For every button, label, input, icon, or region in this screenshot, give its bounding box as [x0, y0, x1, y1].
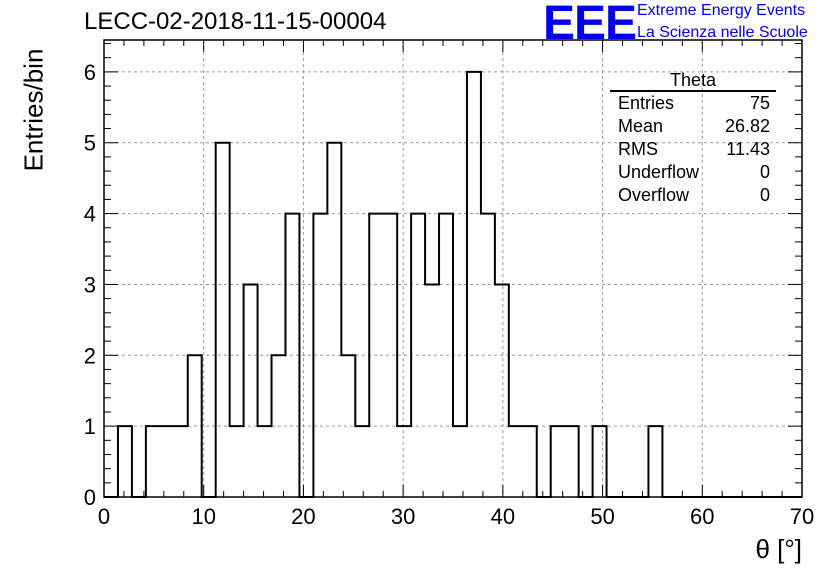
x-tick-label: 20 — [291, 504, 315, 529]
stats-value: 26.82 — [724, 116, 770, 136]
x-tick-label: 40 — [491, 504, 515, 529]
histogram-bin — [425, 284, 439, 497]
stats-label: Overflow — [618, 185, 690, 205]
tick-label-layer: 0 10 20 30 40 50 60 70 0 1 2 3 4 5 6 — [84, 60, 814, 529]
histogram-bin — [397, 426, 411, 497]
histogram-bin — [230, 426, 244, 497]
stats-row-entries: Entries 75 — [610, 92, 776, 115]
histogram-bin — [411, 214, 425, 497]
histogram-bin — [313, 214, 327, 497]
histogram-bin — [118, 426, 132, 497]
y-tick-label: 0 — [84, 485, 96, 510]
stats-value: 11.43 — [726, 139, 770, 159]
histogram-bin — [216, 143, 230, 497]
histogram-bin — [160, 426, 174, 497]
stats-row-rms: RMS 11.43 — [610, 138, 776, 161]
x-tick-label: 70 — [790, 504, 814, 529]
histogram-bin — [467, 72, 481, 497]
x-tick-label: 50 — [590, 504, 614, 529]
y-tick-label: 3 — [84, 272, 96, 297]
histogram-bin — [495, 284, 509, 497]
y-tick-label: 5 — [84, 131, 96, 156]
histogram-bin — [341, 355, 355, 497]
histogram-bin — [383, 214, 397, 497]
histogram-title: LECC-02-2018-11-15-00004 — [84, 8, 387, 35]
y-tick-label: 6 — [84, 60, 96, 85]
logo-text-line2: La Scienza nelle Scuole — [637, 24, 808, 41]
x-axis-label: θ [°] — [755, 534, 802, 564]
histogram-bin — [551, 426, 565, 497]
histogram-bin — [509, 426, 523, 497]
stats-row-mean: Mean 26.82 — [610, 115, 776, 138]
histogram-bin — [146, 426, 160, 497]
axis-layer — [103, 39, 803, 498]
stats-label: Mean — [618, 116, 664, 136]
stats-label: Underflow — [618, 162, 700, 182]
histogram-bin — [258, 426, 272, 497]
histogram-bin — [188, 355, 202, 497]
x-tick-label: 60 — [690, 504, 714, 529]
stats-title: Theta — [610, 70, 776, 92]
histogram-bin — [439, 214, 453, 497]
x-tick-label: 0 — [98, 504, 110, 529]
y-tick-label: 2 — [84, 343, 96, 368]
histogram-bin — [174, 426, 188, 497]
stats-value: 0 — [759, 162, 770, 182]
eee-logo: EEE — [543, 0, 637, 50]
histogram-bin — [453, 426, 467, 497]
histogram-bin — [272, 355, 286, 497]
histogram-bin — [481, 214, 495, 497]
x-tick-label: 10 — [191, 504, 215, 529]
stats-label: Entries — [618, 93, 675, 113]
stats-row-underflow: Underflow 0 — [610, 161, 776, 184]
histogram-bin — [648, 426, 662, 497]
logo-text-line1: Extreme Energy Events — [637, 2, 806, 19]
stats-box: Theta Entries 75 Mean 26.82 RMS 11.43 Un… — [610, 70, 776, 207]
plot-frame — [103, 39, 803, 498]
histogram-bin — [244, 284, 258, 497]
stats-label: RMS — [618, 139, 658, 159]
y-tick-label: 1 — [84, 414, 96, 439]
x-tick-label: 30 — [391, 504, 415, 529]
stats-value: 75 — [749, 93, 770, 113]
histogram-bin — [327, 143, 341, 497]
histogram-bin — [523, 426, 537, 497]
histogram-bin — [565, 426, 579, 497]
y-tick-label: 4 — [84, 202, 96, 227]
stats-row-overflow: Overflow 0 — [610, 184, 776, 207]
histogram-bin — [593, 426, 607, 497]
histogram-bin — [285, 214, 299, 497]
stats-value: 0 — [759, 185, 770, 205]
histogram-bin — [355, 426, 369, 497]
histogram-bin — [369, 214, 383, 497]
